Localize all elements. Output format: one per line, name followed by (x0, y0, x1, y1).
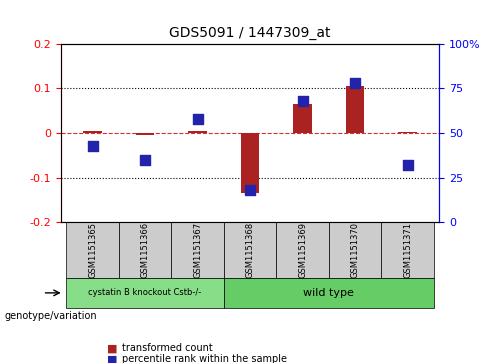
Bar (136, 133, 154, 135)
Bar (346, 86, 365, 133)
Point (404, 162, 411, 168)
Point (89, 143, 97, 148)
FancyBboxPatch shape (119, 223, 171, 278)
Text: wild type: wild type (304, 288, 354, 298)
Point (194, 116, 202, 122)
Text: GSM1151365: GSM1151365 (88, 222, 97, 278)
Bar (188, 131, 207, 133)
Text: GSM1151370: GSM1151370 (351, 222, 360, 278)
FancyBboxPatch shape (171, 223, 224, 278)
Text: percentile rank within the sample: percentile rank within the sample (122, 354, 287, 363)
Point (351, 80, 359, 86)
Text: GSM1151366: GSM1151366 (141, 222, 149, 278)
Point (299, 98, 306, 104)
Point (246, 187, 254, 193)
FancyBboxPatch shape (66, 278, 224, 308)
Point (141, 157, 149, 163)
Bar (399, 132, 417, 133)
FancyBboxPatch shape (66, 223, 119, 278)
FancyBboxPatch shape (329, 223, 382, 278)
Text: ■: ■ (107, 343, 118, 354)
FancyBboxPatch shape (276, 223, 329, 278)
FancyBboxPatch shape (224, 223, 276, 278)
Bar (293, 104, 312, 133)
Bar (83, 131, 102, 133)
Text: ■: ■ (107, 354, 118, 363)
Text: GSM1151368: GSM1151368 (245, 222, 255, 278)
Text: genotype/variation: genotype/variation (5, 311, 98, 321)
Text: cystatin B knockout Cstb-/-: cystatin B knockout Cstb-/- (88, 288, 202, 297)
Title: GDS5091 / 1447309_at: GDS5091 / 1447309_at (169, 26, 331, 40)
Text: GSM1151367: GSM1151367 (193, 222, 202, 278)
Text: transformed count: transformed count (122, 343, 213, 354)
Text: GSM1151369: GSM1151369 (298, 222, 307, 278)
FancyBboxPatch shape (224, 278, 434, 308)
Bar (241, 133, 259, 193)
FancyBboxPatch shape (382, 223, 434, 278)
Text: GSM1151371: GSM1151371 (403, 222, 412, 278)
